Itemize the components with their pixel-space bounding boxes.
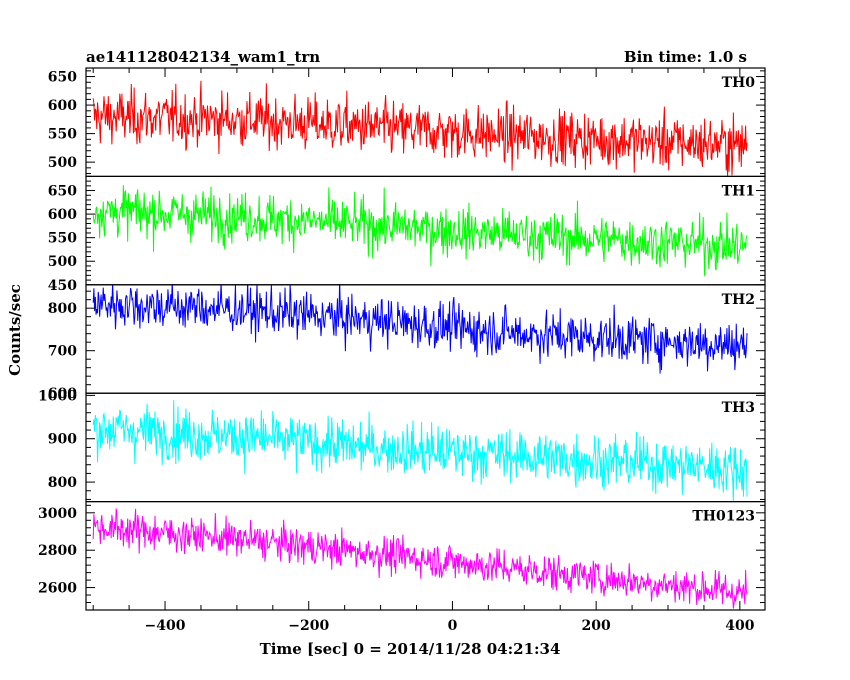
- y-tick-label: 450: [48, 278, 77, 294]
- y-tick-label: 900: [48, 432, 77, 448]
- panel-th2: 600 700 800 TH2: [48, 284, 766, 402]
- panel-th3: 800 900 1000 TH3: [38, 388, 766, 503]
- y-tick-label: 500: [48, 254, 77, 270]
- y-tick-label: 2600: [38, 581, 77, 597]
- y-tick-label: 600: [48, 386, 77, 402]
- x-axis: −400 −200 0 200 400: [92, 68, 755, 634]
- y-tick-label: 650: [48, 70, 77, 86]
- panels: 500 550 600 650 TH0 450 500 550 600 650 TH1 600 700 8…: [38, 67, 766, 611]
- y-tick-label: 500: [48, 155, 77, 171]
- series-label-th0: TH0: [722, 75, 756, 91]
- y-tick-label: 650: [48, 184, 77, 200]
- x-tick-label: 200: [582, 618, 611, 634]
- y-tick-label: 2800: [38, 543, 77, 559]
- y-tick-label: 600: [48, 207, 77, 223]
- series-line-th3: [92, 400, 748, 502]
- y-tick-label: 800: [48, 475, 77, 491]
- series-label-th0123: TH0123: [692, 509, 755, 525]
- y-tick-label: 700: [48, 344, 77, 360]
- series-line-th1: [92, 185, 748, 277]
- x-tick-label: 0: [448, 618, 458, 634]
- y-axis-label: Counts/sec: [6, 284, 24, 376]
- series-line-th2: [92, 284, 748, 374]
- y-tick-label: 800: [48, 301, 77, 317]
- series-label-th2: TH2: [722, 292, 755, 308]
- x-tick-label: −200: [288, 618, 329, 634]
- chart-title: ae141128042134_wam1_trn: [86, 48, 320, 66]
- y-tick-label: 1000: [38, 388, 77, 404]
- y-tick-label: 550: [48, 231, 77, 247]
- panel-frame: [85, 501, 766, 611]
- series-label-th1: TH1: [722, 183, 755, 199]
- panel-th1: 450 500 550 600 650 TH1: [48, 175, 766, 294]
- bin-time-label: Bin time: 1.0 s: [624, 48, 747, 66]
- x-axis-label: Time [sec] 0 = 2014/11/28 04:21:34: [260, 640, 561, 658]
- x-tick-label: 400: [725, 618, 754, 634]
- y-tick-label: 600: [48, 98, 77, 114]
- x-tick-label: −400: [145, 618, 186, 634]
- y-tick-label: 550: [48, 127, 77, 143]
- series-line-th0: [92, 80, 748, 177]
- y-tick-label: 3000: [38, 506, 77, 522]
- series-label-th3: TH3: [722, 400, 755, 416]
- series-line-th0123: [92, 508, 748, 609]
- panel-th0123: 2600 2800 3000 TH0123: [38, 501, 766, 611]
- panel-th0: 500 550 600 650 TH0: [48, 67, 766, 178]
